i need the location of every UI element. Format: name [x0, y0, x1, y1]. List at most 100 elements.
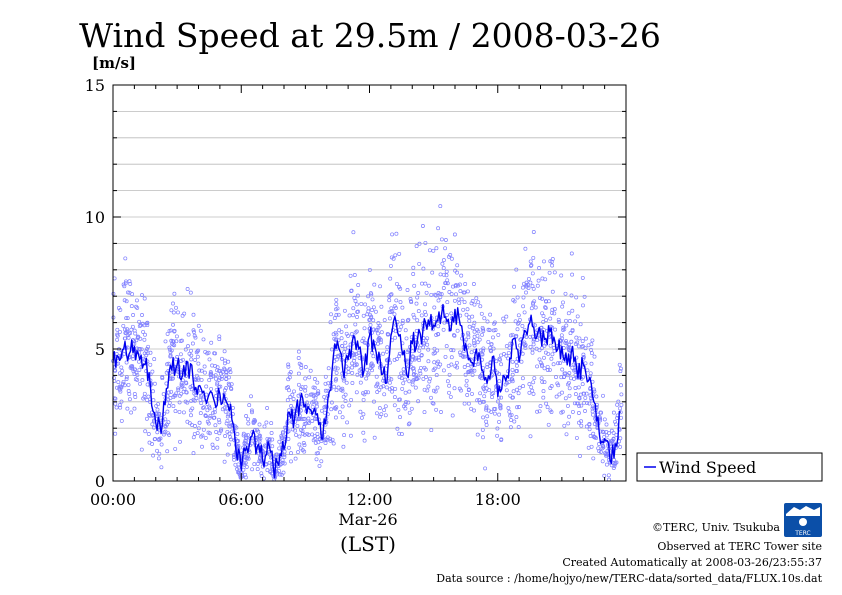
- scatter-point: [358, 409, 363, 414]
- scatter-point: [249, 394, 253, 399]
- scatter-point: [209, 386, 214, 391]
- scatter-point: [216, 417, 221, 422]
- scatter-point: [334, 337, 339, 342]
- scatter-point: [366, 294, 371, 299]
- scatter-point: [388, 276, 393, 281]
- scatter-point: [232, 455, 236, 459]
- scatter-point: [406, 422, 411, 427]
- scatter-point: [176, 310, 180, 315]
- scatter-point: [296, 371, 301, 376]
- scatter-point: [570, 272, 575, 277]
- scatter-point: [544, 401, 549, 406]
- scatter-point: [351, 306, 356, 311]
- scatter-point: [472, 329, 477, 334]
- scatter-point: [495, 426, 500, 431]
- scatter-point: [310, 419, 315, 423]
- scatter-point: [367, 267, 372, 272]
- scatter-point: [227, 424, 232, 429]
- scatter-point: [217, 337, 222, 342]
- scatter-point: [455, 328, 460, 333]
- scatter-point: [165, 409, 170, 414]
- scatter-point: [392, 312, 397, 317]
- scatter-point: [329, 312, 333, 317]
- scatter-point: [252, 462, 257, 467]
- scatter-point: [192, 398, 197, 403]
- scatter-point: [614, 460, 619, 465]
- scatter-point: [176, 388, 181, 393]
- scatter-point: [121, 323, 126, 328]
- scatter-point: [146, 432, 151, 436]
- scatter-point: [156, 412, 161, 416]
- scatter-point: [382, 408, 387, 413]
- scatter-point: [316, 451, 321, 456]
- scatter-point: [556, 361, 560, 366]
- scatter-point: [119, 418, 124, 423]
- scatter-point: [443, 238, 448, 242]
- scatter-point: [342, 308, 347, 313]
- scatter-point: [441, 266, 446, 270]
- scatter-point: [586, 445, 591, 450]
- scatter-point: [547, 270, 552, 275]
- scatter-point: [333, 415, 338, 420]
- scatter-point: [524, 334, 529, 339]
- scatter-point: [529, 385, 534, 390]
- scatter-point: [121, 379, 126, 384]
- scatter-point: [333, 406, 338, 411]
- scatter-point: [115, 332, 120, 337]
- scatter-point: [138, 347, 143, 351]
- scatter-point: [592, 389, 597, 394]
- scatter-point: [510, 367, 515, 372]
- scatter-point: [195, 354, 200, 359]
- scatter-point: [415, 318, 420, 323]
- scatter-point: [493, 407, 498, 411]
- scatter-point: [342, 433, 347, 438]
- scatter-point: [604, 433, 609, 438]
- scatter-point: [179, 338, 184, 343]
- scatter-point: [131, 369, 136, 374]
- scatter-point: [466, 335, 471, 340]
- scatter-point: [510, 359, 515, 364]
- scatter-point: [296, 382, 301, 387]
- scatter-point: [560, 367, 565, 372]
- scatter-point: [507, 345, 512, 350]
- scatter-point: [361, 313, 366, 318]
- scatter-point: [531, 380, 536, 385]
- scatter-point: [317, 446, 322, 451]
- scatter-point: [287, 388, 291, 393]
- scatter-point: [436, 324, 441, 329]
- scatter-point: [449, 355, 454, 360]
- scatter-point: [430, 270, 435, 275]
- scatter-point: [296, 450, 300, 455]
- scatter-point: [423, 302, 428, 307]
- scatter-point: [497, 356, 502, 361]
- scatter-point: [354, 351, 359, 356]
- scatter-point: [171, 322, 175, 327]
- scatter-point: [183, 347, 188, 352]
- scatter-point: [334, 302, 339, 307]
- scatter-point: [585, 368, 590, 373]
- scatter-point: [465, 307, 470, 312]
- scatter-point: [355, 315, 359, 319]
- scatter-point: [371, 305, 376, 310]
- scatter-point: [455, 263, 460, 268]
- scatter-point: [333, 365, 338, 370]
- scatter-point: [426, 347, 431, 352]
- scatter-point: [123, 281, 128, 286]
- scatter-point: [563, 396, 568, 401]
- scatter-point: [384, 385, 389, 390]
- scatter-point: [417, 348, 422, 353]
- scatter-point: [124, 377, 129, 381]
- scatter-point: [459, 273, 464, 278]
- scatter-point: [315, 435, 320, 440]
- scatter-point: [208, 373, 213, 378]
- scatter-point: [129, 327, 134, 332]
- scatter-point: [400, 386, 405, 391]
- y-tick-label: 10: [85, 208, 105, 227]
- scatter-point: [151, 398, 156, 403]
- scatter-point: [557, 392, 562, 397]
- scatter-point: [376, 321, 381, 326]
- scatter-point: [156, 456, 161, 461]
- scatter-point: [372, 282, 377, 287]
- scatter-point: [246, 421, 251, 426]
